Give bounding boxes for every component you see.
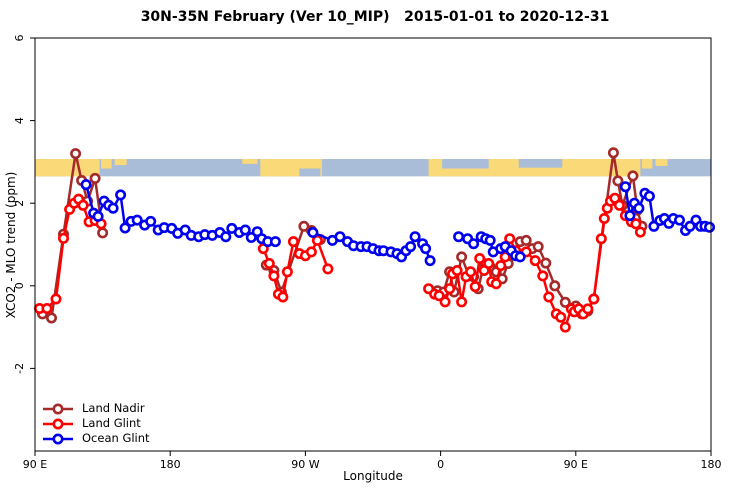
- legend-label: Ocean Glint: [82, 431, 150, 445]
- legend: Land Nadir Land Glint Ocean Glint: [42, 401, 150, 446]
- legend-item-land-nadir: Land Nadir: [42, 401, 150, 416]
- y-axis-label: XCO2 - MLO trend (ppm): [4, 171, 18, 319]
- legend-label: Land Nadir: [82, 401, 145, 415]
- svg-text:90 W: 90 W: [291, 458, 319, 471]
- line-circle-marker-icon: [43, 433, 73, 444]
- svg-text:0: 0: [437, 458, 444, 471]
- svg-text:4: 4: [13, 117, 26, 124]
- chart-title: 30N-35N February (Ver 10_MIP) 2015-01-01…: [140, 9, 610, 25]
- svg-text:90 E: 90 E: [564, 458, 588, 471]
- legend-label: Land Glint: [82, 416, 141, 430]
- svg-text:2: 2: [13, 200, 26, 207]
- legend-item-land-glint: Land Glint: [42, 416, 150, 431]
- svg-text:6: 6: [13, 35, 26, 42]
- line-circle-marker-icon: [43, 403, 73, 414]
- svg-text:180: 180: [160, 458, 181, 471]
- svg-text:180: 180: [701, 458, 722, 471]
- svg-text:90 E: 90 E: [23, 458, 47, 471]
- line-circle-marker-icon: [43, 418, 73, 429]
- svg-text:-2: -2: [13, 363, 26, 374]
- svg-text:0: 0: [13, 282, 26, 289]
- x-axis-label: Longitude: [343, 469, 403, 483]
- legend-item-ocean-glint: Ocean Glint: [42, 431, 150, 446]
